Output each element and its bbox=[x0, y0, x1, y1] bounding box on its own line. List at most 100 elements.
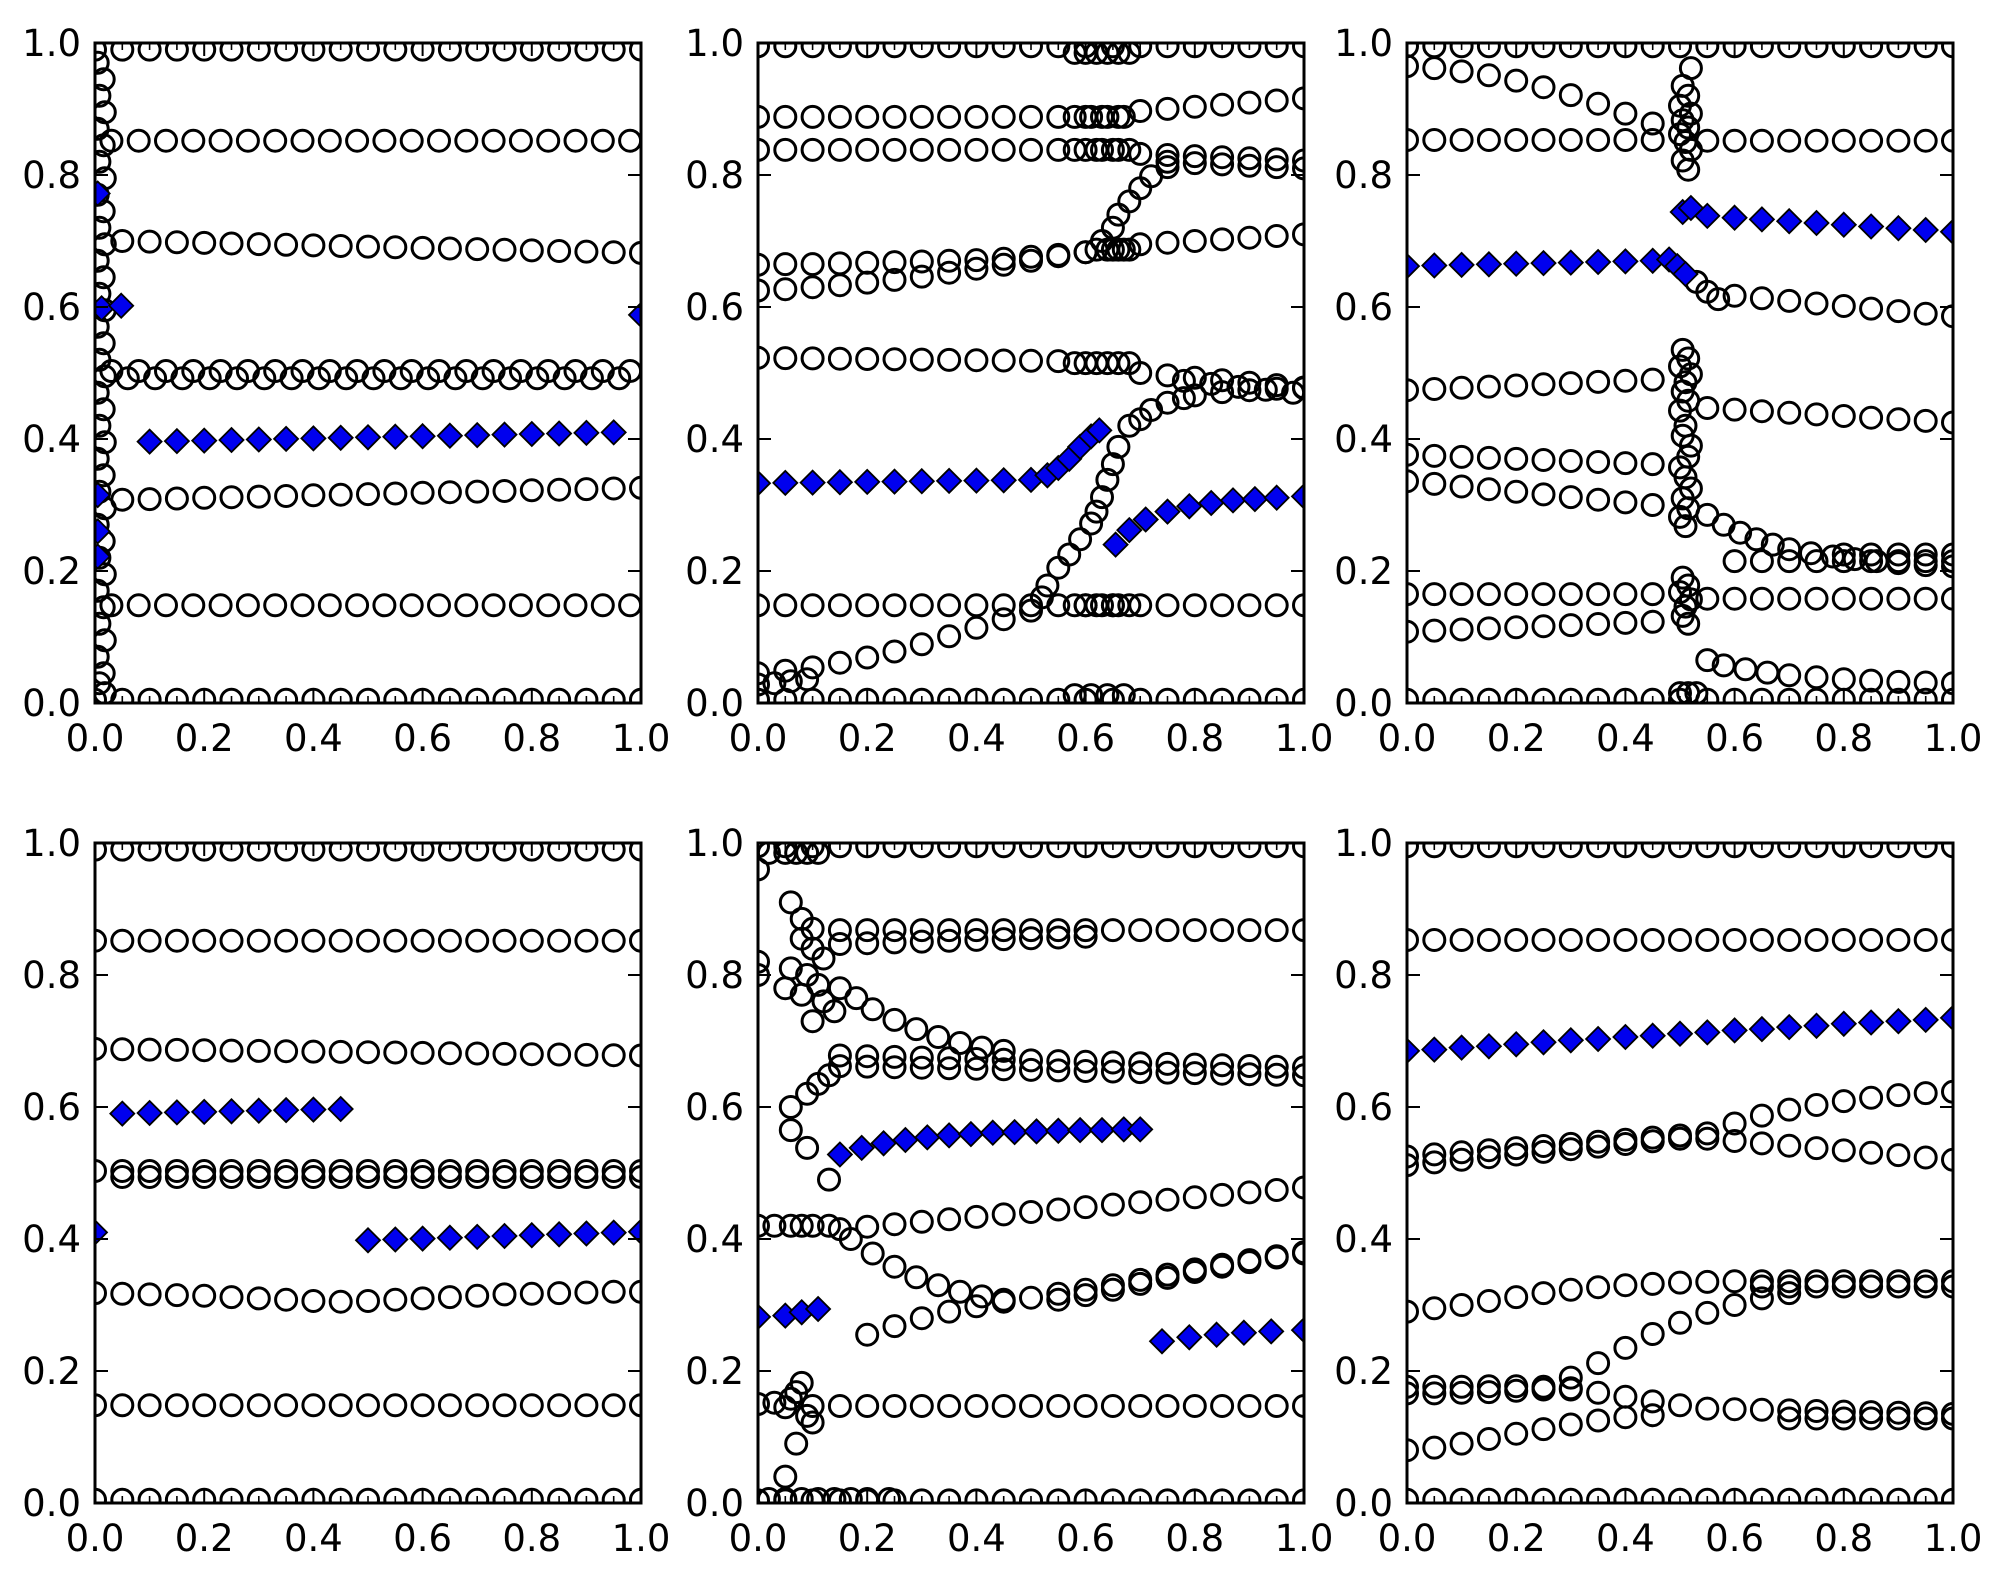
diamond-marker bbox=[272, 1096, 300, 1124]
circle-marker bbox=[1226, 374, 1251, 399]
circle-marker bbox=[909, 929, 934, 954]
circle-marker bbox=[95, 116, 110, 141]
circle-marker bbox=[1640, 1271, 1665, 1296]
circle-marker bbox=[1449, 1147, 1474, 1172]
diamond-marker bbox=[491, 1222, 518, 1250]
circle-marker bbox=[1859, 668, 1884, 693]
circle-marker bbox=[1504, 128, 1529, 152]
diamond-marker bbox=[826, 468, 854, 496]
circle-marker bbox=[1586, 1129, 1611, 1154]
circle-marker bbox=[827, 251, 852, 276]
circle-marker bbox=[1182, 151, 1207, 176]
circle-marker bbox=[1264, 224, 1289, 248]
circle-marker bbox=[1046, 1287, 1071, 1312]
circle-marker bbox=[1046, 687, 1071, 703]
circle-marker bbox=[1128, 1394, 1153, 1418]
circle-marker bbox=[1237, 687, 1262, 703]
circle-marker bbox=[937, 1207, 962, 1232]
diamond-marker bbox=[1148, 1328, 1176, 1355]
x-tick-label: 0.2 bbox=[838, 717, 897, 760]
circle-marker bbox=[1504, 446, 1529, 471]
circle-marker bbox=[410, 43, 435, 62]
circle-marker bbox=[1504, 687, 1529, 703]
circle-marker bbox=[137, 1393, 162, 1418]
circle-marker bbox=[1155, 96, 1180, 121]
circle-marker bbox=[383, 687, 408, 703]
circle-marker bbox=[1407, 928, 1419, 952]
circle-marker bbox=[1449, 59, 1474, 84]
circle-marker bbox=[1749, 687, 1774, 703]
series-circle-13 bbox=[1407, 1403, 1665, 1463]
diamond-marker bbox=[979, 1119, 1007, 1146]
circle-marker bbox=[164, 486, 189, 511]
circle-marker bbox=[301, 687, 326, 703]
diamond-marker bbox=[1088, 1116, 1116, 1144]
circle-marker bbox=[164, 1283, 189, 1308]
circle-marker bbox=[909, 249, 934, 274]
series-circle-0 bbox=[758, 843, 1304, 859]
series-circle-15 bbox=[1831, 542, 1953, 567]
circle-marker bbox=[274, 1165, 299, 1189]
series-circle-13 bbox=[1128, 222, 1304, 257]
circle-marker bbox=[758, 345, 770, 370]
circle-marker bbox=[1292, 593, 1304, 618]
diamond-marker bbox=[1502, 1031, 1530, 1058]
x-tick-label: 0.6 bbox=[393, 1517, 452, 1560]
series-circle-1 bbox=[1407, 928, 1953, 952]
circle-marker bbox=[1886, 1487, 1911, 1503]
circle-marker bbox=[827, 932, 852, 956]
circle-marker bbox=[758, 672, 770, 697]
circle-marker bbox=[492, 1282, 517, 1307]
ticks bbox=[757, 842, 1305, 1504]
circle-marker bbox=[1804, 291, 1829, 316]
circle-marker bbox=[1695, 43, 1720, 59]
tick-labels: 0.0 0.2 0.4 0.6 0.8 1.0 0.0 0.2 0.4 0.6 0.8 1.0 bbox=[685, 22, 1333, 760]
circle-marker bbox=[1407, 619, 1419, 644]
circle-marker bbox=[306, 366, 331, 391]
circle-marker bbox=[991, 1488, 1016, 1503]
circle-marker bbox=[1422, 1381, 1447, 1406]
diamond-marker bbox=[935, 467, 963, 495]
circle-marker bbox=[991, 1394, 1016, 1418]
circle-marker bbox=[1640, 111, 1665, 136]
circle-marker bbox=[1613, 1335, 1638, 1360]
circle-marker bbox=[301, 928, 326, 953]
circle-marker bbox=[964, 593, 989, 618]
circle-marker bbox=[1531, 928, 1556, 952]
circle-marker bbox=[1046, 925, 1071, 950]
circle-marker bbox=[1407, 1374, 1419, 1399]
series-circle-1 bbox=[95, 928, 641, 953]
circle-marker bbox=[1673, 370, 1698, 395]
circle-marker bbox=[137, 1037, 162, 1062]
circle-marker bbox=[164, 43, 189, 62]
x-tick-label: 0.4 bbox=[947, 1517, 1006, 1560]
circle-marker bbox=[758, 593, 770, 618]
circle-marker bbox=[991, 1289, 1016, 1314]
series-diamond-26 bbox=[758, 466, 1045, 497]
circle-marker bbox=[1182, 383, 1207, 408]
y-tick-label: 0.8 bbox=[685, 154, 744, 197]
circle-marker bbox=[1558, 1365, 1583, 1390]
circle-marker bbox=[1913, 1274, 1938, 1299]
diamond-marker bbox=[190, 1098, 218, 1126]
circle-marker bbox=[1476, 1145, 1501, 1170]
series-diamond-26 bbox=[1694, 202, 1953, 246]
circle-marker bbox=[827, 1043, 852, 1068]
circle-marker bbox=[1640, 687, 1665, 703]
circle-marker bbox=[1210, 1488, 1235, 1503]
circle-marker bbox=[926, 1025, 951, 1049]
circle-marker bbox=[110, 229, 135, 253]
circle-marker bbox=[1722, 928, 1747, 952]
diamond-marker bbox=[518, 1221, 546, 1249]
circle-marker bbox=[1886, 928, 1911, 952]
axes-frame bbox=[93, 841, 643, 1505]
circle-marker bbox=[800, 1213, 825, 1238]
circle-marker bbox=[937, 843, 962, 859]
diamond-marker bbox=[1219, 487, 1247, 514]
circle-marker bbox=[383, 843, 408, 862]
circle-marker bbox=[437, 1041, 462, 1066]
circle-marker bbox=[356, 43, 380, 62]
circle-marker bbox=[383, 1040, 408, 1065]
diamond-marker bbox=[914, 1124, 941, 1151]
circle-marker bbox=[590, 593, 615, 618]
